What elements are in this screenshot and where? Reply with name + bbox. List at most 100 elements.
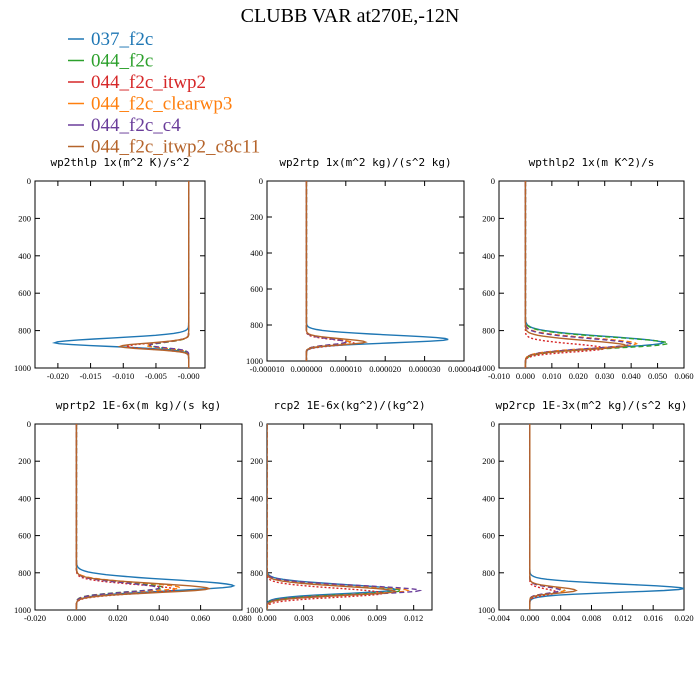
x-tick-label: 0.020 bbox=[108, 613, 127, 623]
plot-frame bbox=[34, 180, 206, 369]
panel-title: wp2thlp 1x(m^2 K)/s^2 bbox=[50, 156, 189, 169]
y-tick-label: 0 bbox=[27, 419, 31, 429]
x-tick-label: 0.016 bbox=[644, 613, 663, 623]
y-tick-label: 800 bbox=[18, 568, 31, 578]
series-line bbox=[305, 181, 356, 361]
y-tick-label: 0 bbox=[259, 419, 263, 429]
x-tick-label: 0.030 bbox=[595, 371, 614, 381]
legend-label: 044_f2c bbox=[91, 51, 153, 72]
series-line bbox=[305, 181, 352, 361]
y-tick-label: 1000 bbox=[246, 605, 263, 615]
y-tick-label: 200 bbox=[482, 213, 495, 223]
y-tick-label: 800 bbox=[250, 320, 263, 330]
series-line bbox=[529, 424, 566, 610]
series-line bbox=[524, 181, 632, 368]
legend-label: 044_f2c_itwp2 bbox=[91, 72, 206, 93]
series-line bbox=[267, 424, 398, 610]
panel-title: wprtp2 1E-6x(m kg)/(s kg) bbox=[56, 399, 222, 412]
legend-label: 044_f2c_clearwp3 bbox=[91, 94, 232, 115]
series-line bbox=[144, 181, 190, 368]
y-tick-label: 0 bbox=[491, 419, 495, 429]
series-line bbox=[75, 424, 236, 610]
series-line bbox=[305, 181, 368, 361]
series-line bbox=[267, 424, 423, 610]
x-tick-label: 0.020 bbox=[674, 613, 693, 623]
y-tick-label: 400 bbox=[18, 493, 31, 503]
y-tick-label: 200 bbox=[18, 213, 31, 223]
y-tick-label: 600 bbox=[18, 531, 31, 541]
plot-frame bbox=[498, 180, 685, 369]
series-line bbox=[529, 424, 562, 610]
x-tick-label: 0.006 bbox=[331, 613, 350, 623]
y-tick-label: 0 bbox=[491, 176, 495, 186]
x-tick-label: 0.000 bbox=[67, 613, 86, 623]
y-tick-label: 400 bbox=[250, 493, 263, 503]
series-line bbox=[305, 181, 348, 361]
x-tick-label: -0.015 bbox=[80, 371, 102, 381]
chart-panel: wp2rcp 1E-3x(m^2 kg)/(s^2 kg)0 200 400 600 8… bbox=[478, 399, 694, 623]
x-tick-label: -0.000010 bbox=[250, 364, 285, 374]
y-tick-label: 600 bbox=[482, 288, 495, 298]
x-tick-label: 0.012 bbox=[613, 613, 632, 623]
x-tick-label: -0.010 bbox=[488, 371, 510, 381]
x-tick-label: 0.040 bbox=[622, 371, 641, 381]
series-line bbox=[529, 424, 684, 610]
panel-title: wp2rcp 1E-3x(m^2 kg)/(s^2 kg) bbox=[495, 399, 687, 412]
series-line bbox=[117, 181, 190, 368]
y-tick-label: 600 bbox=[18, 288, 31, 298]
legend-label: 044_f2c_itwp2_c8c11 bbox=[91, 137, 260, 158]
x-tick-label: 0.003 bbox=[294, 613, 313, 623]
series-line bbox=[305, 181, 449, 361]
y-tick-label: 400 bbox=[18, 251, 31, 261]
series-line bbox=[529, 424, 566, 610]
series-line bbox=[524, 181, 607, 368]
x-tick-label: -0.020 bbox=[47, 371, 69, 381]
x-tick-label: 0.080 bbox=[232, 613, 251, 623]
legend-label: 037_f2c bbox=[91, 29, 153, 50]
x-tick-label: -0.020 bbox=[24, 613, 46, 623]
panel-title: wpthlp2 1x(m K^2)/s bbox=[529, 156, 655, 169]
x-tick-label: 0.060 bbox=[674, 371, 693, 381]
series-line bbox=[75, 424, 212, 610]
x-tick-label: 0.000020 bbox=[369, 364, 401, 374]
panel-title: wp2rtp 1x(m^2 kg)/(s^2 kg) bbox=[279, 156, 451, 169]
x-tick-label: -0.010 bbox=[112, 371, 134, 381]
x-tick-label: 0.000040 bbox=[448, 364, 480, 374]
y-tick-label: 1000 bbox=[14, 363, 31, 373]
x-tick-label: 0.008 bbox=[582, 613, 601, 623]
y-tick-label: 600 bbox=[250, 531, 263, 541]
main-title: CLUBB VAR at270E,-12N bbox=[241, 5, 460, 27]
plot-frame bbox=[266, 180, 465, 362]
y-tick-label: 1000 bbox=[246, 356, 263, 366]
legend-label: 044_f2c_c4 bbox=[91, 115, 181, 136]
y-tick-label: 400 bbox=[482, 251, 495, 261]
series-line bbox=[529, 424, 558, 610]
y-tick-label: 800 bbox=[250, 568, 263, 578]
y-tick-label: 200 bbox=[18, 456, 31, 466]
plot-frame bbox=[34, 423, 243, 611]
chart-panel: wprtp2 1E-6x(m kg)/(s kg) 0 200 400 600 800 10… bbox=[14, 399, 252, 623]
y-tick-label: 200 bbox=[482, 456, 495, 466]
y-tick-label: 400 bbox=[250, 248, 263, 258]
chart-panel: wp2rtp 1x(m^2 kg)/(s^2 kg) 0 200 400 600 800 1… bbox=[246, 156, 480, 374]
x-tick-label: 0.004 bbox=[551, 613, 571, 623]
y-tick-label: 200 bbox=[250, 456, 263, 466]
y-tick-label: 800 bbox=[18, 326, 31, 336]
y-tick-label: 0 bbox=[27, 176, 31, 186]
chart-panel: rcp2 1E-6x(kg^2)/(kg^2) 0 200 400 600 800 1000… bbox=[246, 399, 433, 623]
chart-panel: wp2thlp 1x(m^2 K)/s^2 0 200 400 600 800 1000 -0… bbox=[14, 156, 206, 381]
y-tick-label: 200 bbox=[250, 212, 263, 222]
series-line bbox=[524, 181, 628, 368]
x-tick-label: -0.004 bbox=[488, 613, 511, 623]
x-tick-label: 0.050 bbox=[648, 371, 667, 381]
x-tick-label: 0.009 bbox=[367, 613, 386, 623]
y-tick-label: 600 bbox=[250, 284, 263, 294]
x-tick-label: 0.000 bbox=[257, 613, 276, 623]
series-line bbox=[524, 181, 669, 368]
x-tick-label: 0.040 bbox=[150, 613, 169, 623]
y-tick-label: 0 bbox=[259, 176, 263, 186]
x-tick-label: 0.012 bbox=[404, 613, 423, 623]
y-tick-label: 600 bbox=[482, 531, 495, 541]
x-tick-label: 0.000010 bbox=[330, 364, 362, 374]
